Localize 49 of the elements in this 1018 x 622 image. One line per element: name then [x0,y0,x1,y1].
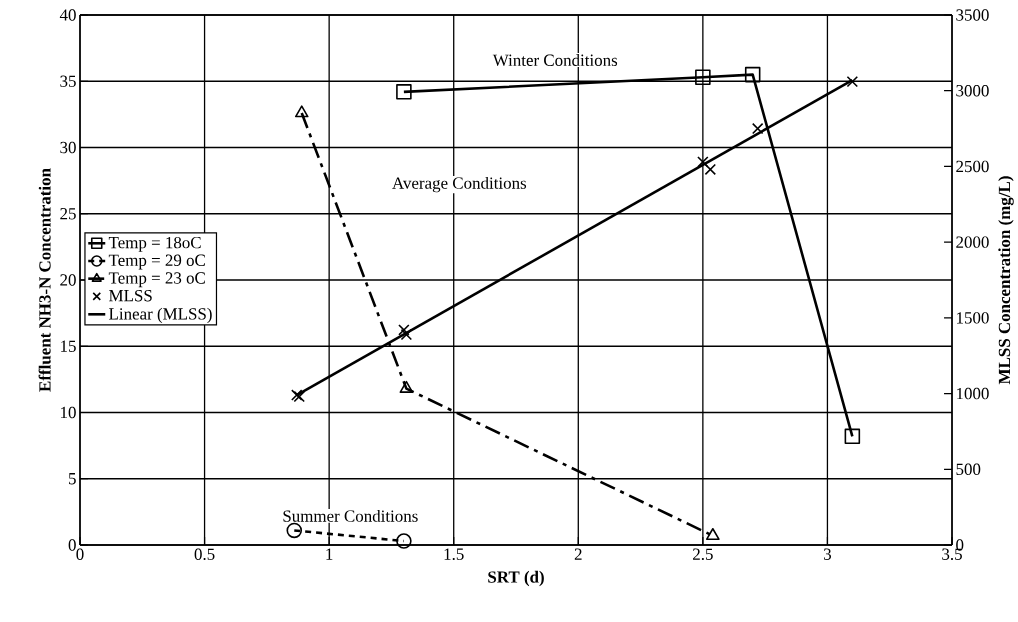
y-tick-label: 20 [60,274,76,286]
y2-tick-label: 3000 [956,84,989,97]
point [400,328,413,341]
y-tick-label: 25 [60,208,76,220]
y-axis-title: Effluent NH3-N Concentration [38,168,51,392]
point [744,66,761,83]
x-tick-label: 1.5 [444,548,464,560]
legend-label: MLSS [109,290,152,302]
y2-tick-label: 2500 [956,160,989,173]
x-tick-label: 2 [574,548,582,560]
y2-tick-label: 1500 [957,312,989,324]
y2-axis-title: MLSS Concentration (mg/L) [998,176,1014,385]
y2-tick-label: 2000 [956,236,989,248]
point [751,122,764,135]
annotation: Winter Conditions [492,54,618,67]
x-tick-label: 3 [824,548,832,560]
y-tick-label: 15 [61,340,76,352]
legend-label: Temp = 23 oC [108,272,205,288]
y2-tick-label: 3500 [956,9,989,21]
point [399,380,414,393]
annotation: Summer Conditions [283,509,418,522]
y-tick-label: 30 [60,141,76,154]
y-tick-label: 5 [69,473,76,485]
point [396,533,412,549]
y-tick-label: 10 [61,406,76,419]
point [398,324,410,336]
x-tick-label: 0 [76,548,84,560]
point [695,69,711,86]
annotation: Average Conditions [392,176,527,193]
y2-tick-label: 1000 [957,387,989,400]
x-tick-label: 1 [326,548,333,560]
point [396,84,412,100]
legend-label: Linear (MLSS) [109,307,212,324]
x-axis-title: SRT (d) [488,570,544,587]
point [704,163,717,176]
y-tick-label: 0 [68,539,76,551]
x-tick-label: 2.5 [693,548,713,560]
y-tick-label: 40 [59,9,76,21]
point [846,75,859,88]
y2-tick-label: 500 [956,463,981,476]
point [697,156,709,168]
point [286,522,303,539]
point [844,428,861,445]
x-tick-label: 0.5 [194,548,215,561]
y-tick-label: 35 [60,75,76,87]
point [294,105,309,118]
point [705,527,720,541]
legend-label: Temp = 29 oC [108,254,205,270]
legend-label: Temp = 18oC [108,236,201,252]
